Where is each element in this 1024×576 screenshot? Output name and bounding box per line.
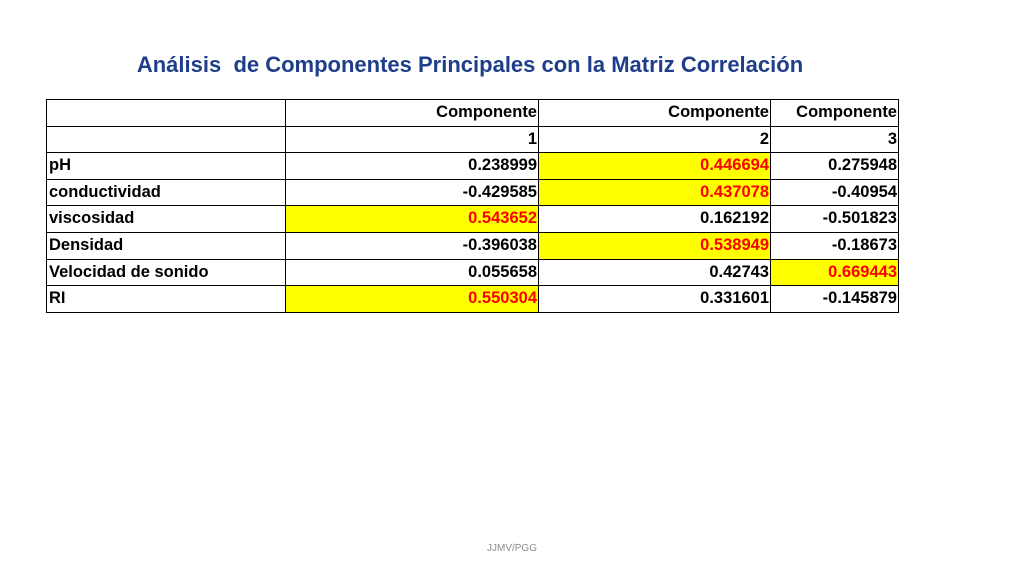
header-row-numbers: 1 2 3	[46, 125, 899, 154]
table-cell: 0.275948	[770, 152, 899, 180]
header-cell-componente-1: Componente	[285, 99, 539, 127]
footer-credit: JJMV/PGG	[486, 543, 537, 554]
table-cell: 0.550304	[285, 285, 539, 313]
table-cell: 0.543652	[285, 205, 539, 233]
header-cell-componente-3: Componente	[770, 99, 899, 127]
header-cell-number-3: 3	[770, 125, 899, 154]
table-cell: -0.40954	[770, 178, 899, 207]
table-row: Velocidad de sonido 0.055658 0.42743 0.6…	[46, 258, 899, 287]
table-cell: 0.238999	[285, 152, 539, 180]
table-row: Densidad -0.396038 0.538949 -0.18673	[46, 231, 899, 260]
header-cell-empty	[46, 125, 286, 154]
header-row-components: Componente Componente Componente	[46, 99, 899, 127]
pca-loadings-table: Componente Componente Componente 1 2 3 p…	[46, 99, 899, 313]
table-cell: -0.396038	[285, 231, 539, 260]
table-row: viscosidad 0.543652 0.162192 -0.501823	[46, 205, 899, 233]
row-label: Velocidad de sonido	[46, 258, 286, 287]
table-cell: -0.145879	[770, 285, 899, 313]
row-label: RI	[46, 285, 286, 313]
table-row: RI 0.550304 0.331601 -0.145879	[46, 285, 899, 313]
slide-title: Análisis de Componentes Principales con …	[136, 52, 804, 77]
table-cell: 0.538949	[538, 231, 771, 260]
table-row: conductividad -0.429585 0.437078 -0.4095…	[46, 178, 899, 207]
table-cell: 0.446694	[538, 152, 771, 180]
table-cell: 0.669443	[770, 258, 899, 287]
header-cell-number-1: 1	[285, 125, 539, 154]
table-cell: 0.42743	[538, 258, 771, 287]
table-cell: -0.18673	[770, 231, 899, 260]
header-cell-componente-2: Componente	[538, 99, 771, 127]
row-label: Densidad	[46, 231, 286, 260]
table-cell: -0.501823	[770, 205, 899, 233]
header-cell-empty	[46, 99, 286, 127]
table-cell: 0.437078	[538, 178, 771, 207]
table-cell: -0.429585	[285, 178, 539, 207]
row-label: conductividad	[46, 178, 286, 207]
row-label: viscosidad	[46, 205, 286, 233]
row-label: pH	[46, 152, 286, 180]
table-row: pH 0.238999 0.446694 0.275948	[46, 152, 899, 180]
table-cell: 0.055658	[285, 258, 539, 287]
table-cell: 0.331601	[538, 285, 771, 313]
table-cell: 0.162192	[538, 205, 771, 233]
header-cell-number-2: 2	[538, 125, 771, 154]
